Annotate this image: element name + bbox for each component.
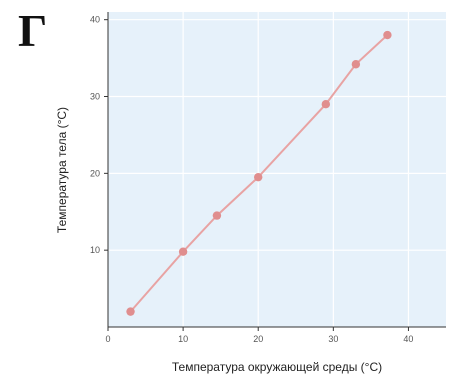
data-point: [178, 247, 188, 256]
axes: [107, 12, 446, 328]
data-point: [383, 30, 392, 40]
grid-lines: [108, 12, 446, 327]
y-tick-label: 40: [90, 15, 100, 25]
y-axis-label: Температура тела (°C): [55, 107, 69, 233]
x-tick-label: 20: [253, 334, 263, 344]
x-tick-label: 30: [328, 334, 338, 344]
data-point: [254, 172, 263, 182]
y-tick-label: 20: [90, 168, 100, 178]
data-points: [126, 30, 392, 316]
x-axis-label: Температура окружающей среды (°C): [172, 360, 382, 374]
x-tick-label: 40: [403, 334, 413, 344]
y-tick-label: 30: [90, 92, 100, 102]
x-tick-label: 0: [105, 334, 110, 344]
data-point: [126, 307, 135, 316]
y-axis-ticks: 10 20 30 40: [90, 15, 108, 255]
x-tick-label: 10: [178, 334, 188, 344]
x-axis-ticks: 0 10 20 30 40: [105, 327, 413, 344]
data-point: [321, 99, 331, 109]
data-point: [351, 60, 361, 69]
y-tick-label: 10: [90, 245, 100, 255]
data-point: [212, 211, 222, 220]
panel-label: Г: [18, 5, 48, 56]
